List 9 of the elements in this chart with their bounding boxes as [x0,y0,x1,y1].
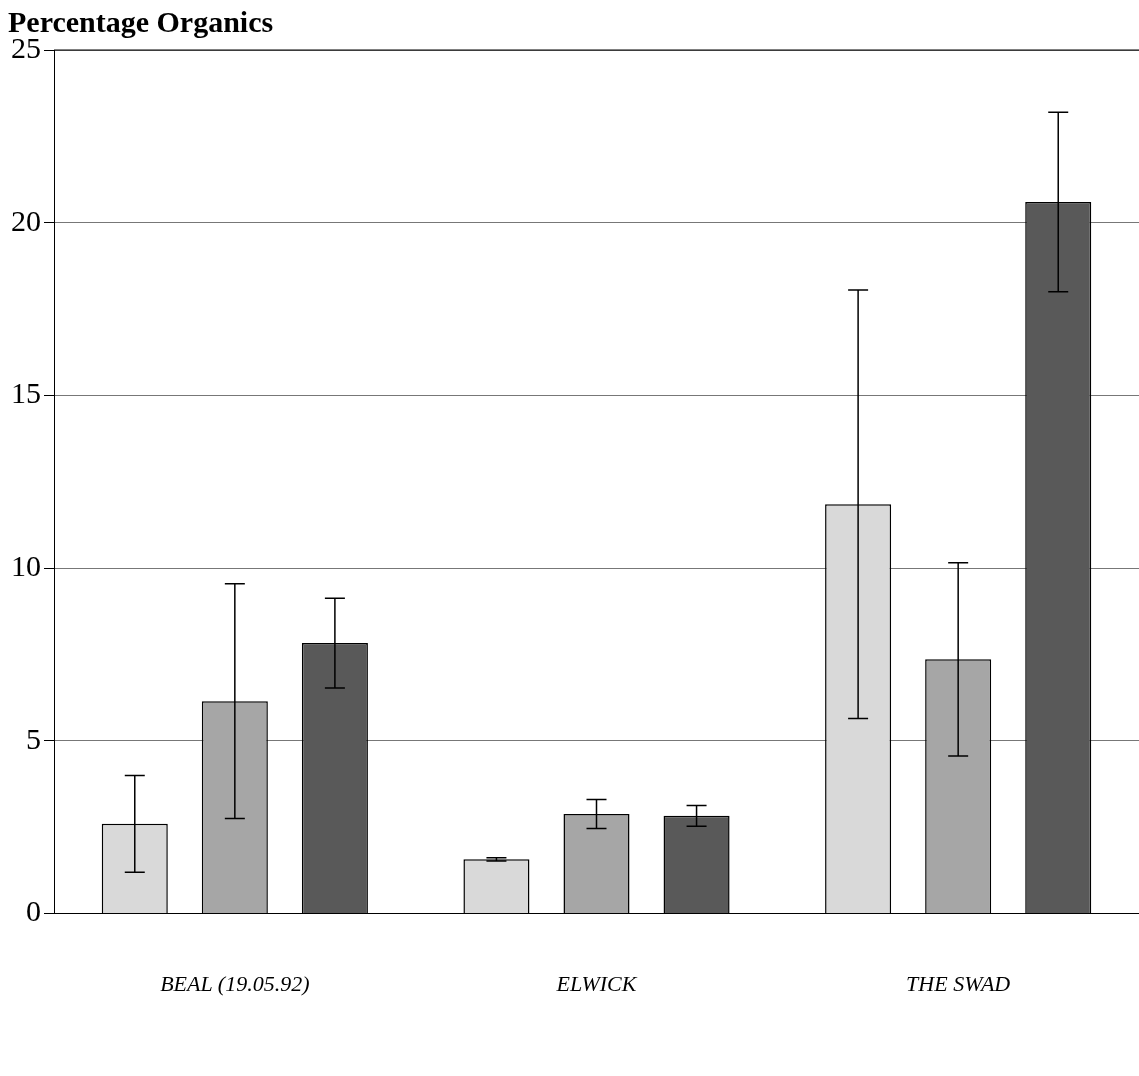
y-tick-label: 15 [11,376,41,410]
x-tick-label: ELWICK [555,970,638,996]
x-tick-label: BEAL (19.05.92) [160,970,310,996]
y-tick-label: 0 [26,894,41,928]
y-tick-label: 20 [11,203,41,237]
y-tick-label: 10 [11,549,41,583]
y-tick-label: 5 [26,721,41,755]
x-tick-label: THE SWAD [906,970,1011,996]
chart-title: Percentage Organics [8,4,274,38]
